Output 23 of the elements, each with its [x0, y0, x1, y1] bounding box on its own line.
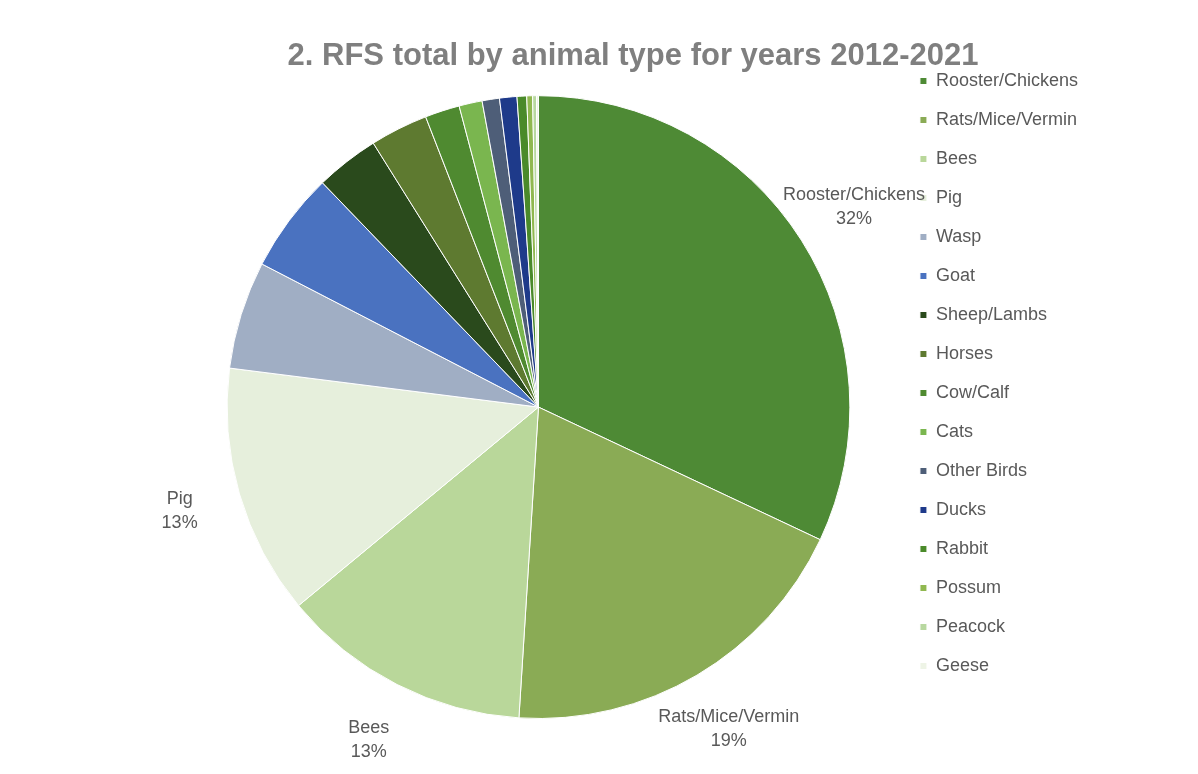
data-label: 32% [835, 207, 872, 228]
legend-label: Bees [935, 147, 977, 168]
data-label: 19% [710, 729, 747, 750]
data-label: 13% [350, 741, 387, 762]
legend-label: Cow/Calf [935, 381, 1010, 402]
legend-label: Ducks [935, 498, 986, 519]
legend-label: Other Birds [935, 459, 1027, 480]
slice-label: Pig [166, 488, 193, 509]
legend-label: Wasp [935, 225, 982, 246]
slice-label: Rats/Mice/Vermin [658, 705, 800, 726]
slice-label: Bees [348, 717, 390, 738]
slice-label: Rooster/Chickens [782, 183, 926, 204]
legend-label: Rabbit [935, 537, 988, 558]
legend-label: Geese [935, 654, 989, 675]
legend-label: Cats [935, 420, 973, 441]
legend-label: Peacock [935, 615, 1006, 636]
data-label: 13% [161, 512, 198, 533]
legend-label: Sheep/Lambs [935, 303, 1048, 324]
legend-label: Goat [935, 264, 975, 285]
legend-label: Horses [935, 342, 993, 363]
legend-label: Pig [935, 186, 962, 207]
legend-label: Possum [935, 576, 1001, 597]
legend-label: Rats/Mice/Vermin [935, 108, 1077, 129]
